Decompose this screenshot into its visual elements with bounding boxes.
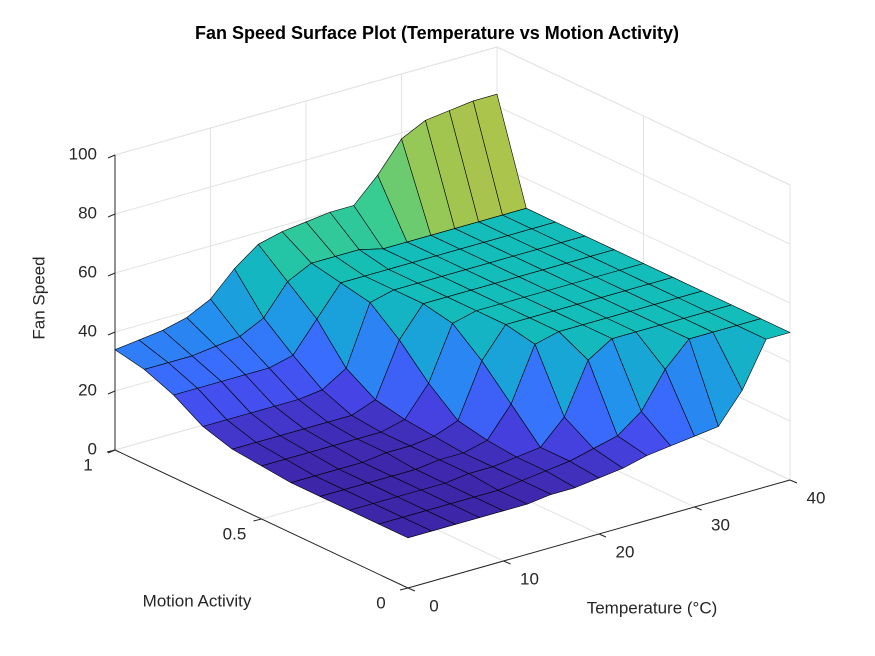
surface-layer: [114, 93, 791, 539]
z-tick-label: 80: [78, 203, 97, 222]
z-tick-label: 20: [78, 380, 97, 399]
box-edge: [114, 46, 498, 156]
x-axis-label: Temperature (°C): [587, 598, 718, 617]
y-axis-label: Motion Activity: [143, 591, 252, 610]
y-tick-label: 0.5: [223, 524, 247, 543]
x-tick-label: 20: [616, 542, 635, 561]
z-tick: [107, 331, 116, 336]
chart-title: Fan Speed Surface Plot (Temperature vs M…: [195, 23, 679, 43]
x-tick-label: 30: [711, 515, 730, 534]
z-tick-label: 40: [78, 321, 97, 340]
z-tick-label: 0: [88, 439, 97, 458]
x-tick: [503, 560, 511, 565]
z-tick-label: 100: [69, 144, 97, 163]
y-tick: [399, 587, 409, 591]
x-tick: [407, 587, 416, 592]
x-tick: [694, 506, 702, 511]
y-tick: [106, 449, 116, 453]
box-edge: [496, 46, 791, 186]
x-tick: [789, 479, 798, 484]
z-tick: [107, 213, 116, 218]
grid-line: [496, 105, 791, 245]
y-tick: [253, 518, 262, 522]
z-tick: [107, 390, 116, 395]
surface-patch: [378, 516, 433, 539]
x-tick-label: 10: [520, 569, 539, 588]
z-tick-label: 60: [78, 262, 97, 281]
z-tick: [107, 154, 116, 159]
axes-layer: 0 20 40 60 80 100 0 10 20 30 40 0 0.5 1: [69, 144, 826, 615]
grid-line: [496, 164, 791, 304]
x-tick: [598, 533, 607, 538]
z-axis-label: Fan Speed: [29, 256, 48, 339]
x-tick-label: 0: [429, 596, 438, 615]
y-tick-label: 1: [83, 455, 92, 474]
x-tick-label: 40: [807, 488, 826, 507]
z-tick: [107, 272, 116, 277]
y-tick-label: 0: [376, 593, 385, 612]
